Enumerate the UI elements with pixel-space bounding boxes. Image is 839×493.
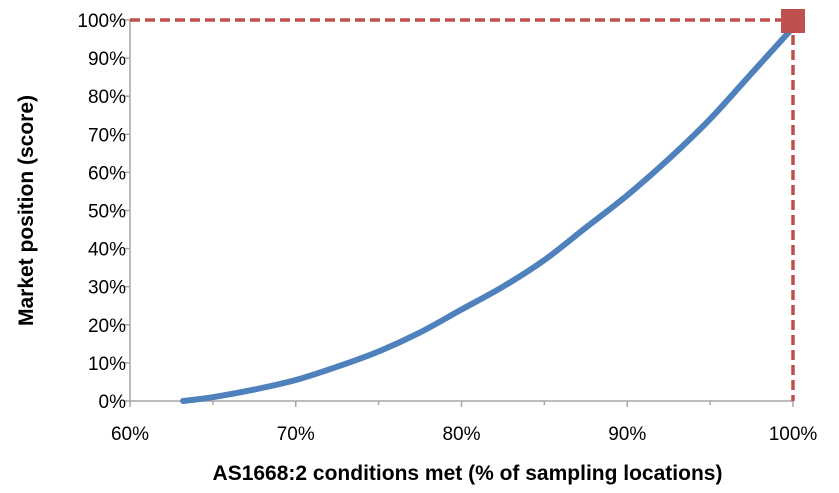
x-tick-marks <box>129 401 794 407</box>
y-tick-label: 70% <box>88 125 126 146</box>
data-series-line <box>180 24 796 404</box>
y-tick-label: 30% <box>88 278 126 299</box>
x-axis-title: AS1668:2 conditions met (% of sampling l… <box>213 462 723 485</box>
x-tick-label: 70% <box>277 424 315 445</box>
x-tick-label: 90% <box>608 424 646 445</box>
y-tick-label: 10% <box>88 354 126 375</box>
target-point-marker <box>781 9 805 33</box>
y-axis-title: Market position (score) <box>15 95 38 326</box>
y-tick-label: 0% <box>99 392 127 413</box>
x-tick-label: 60% <box>111 424 149 445</box>
y-tick-marks <box>124 19 130 402</box>
y-tick-label: 90% <box>88 49 126 70</box>
x-tick-label: 80% <box>442 424 480 445</box>
y-tick-label: 80% <box>88 87 126 108</box>
x-tick-labels: 60% 70% 80% 90% 100% <box>111 424 817 445</box>
y-tick-label: 40% <box>88 240 126 261</box>
y-tick-label: 60% <box>88 163 126 184</box>
y-tick-labels: 0% 10% 20% 30% 40% 50% 60% 70% 80% 90% 100% <box>77 11 126 413</box>
x-tick-label: 100% <box>769 424 818 445</box>
y-tick-label: 20% <box>88 316 126 337</box>
y-tick-label: 50% <box>88 202 126 223</box>
y-tick-label: 100% <box>77 11 126 32</box>
